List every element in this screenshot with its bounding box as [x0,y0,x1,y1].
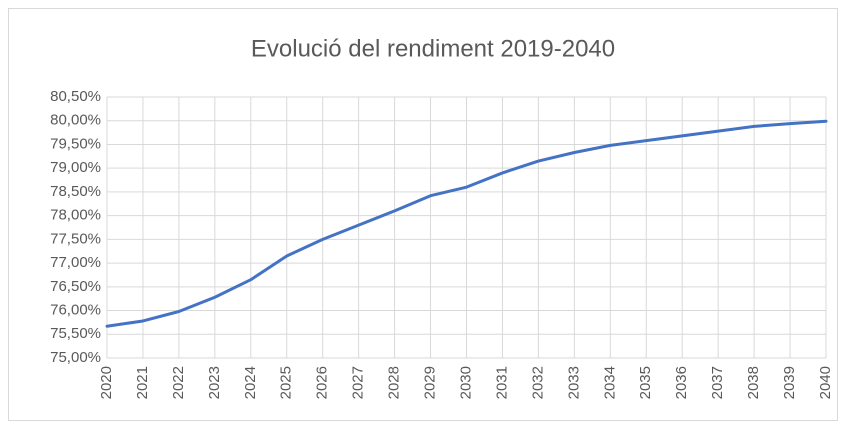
x-tick-label: 2036 [673,366,690,399]
chart-border [8,8,838,421]
y-tick-label: 78,00% [50,207,101,224]
chart-title: Evolució del rendiment 2019-2040 [251,35,615,62]
x-tick-label: 2022 [170,366,187,399]
y-tick-label: 79,50% [50,135,101,152]
x-tick-label: 2024 [242,366,259,399]
x-tick-label: 2025 [278,366,295,399]
x-tick-label: 2032 [529,366,546,399]
y-tick-label: 77,50% [50,230,101,247]
x-tick-label: 2034 [601,366,618,399]
x-tick-label: 2040 [817,366,834,399]
line-series [105,119,828,328]
x-tick-label: 2028 [386,366,403,399]
x-tick-label: 2039 [781,366,798,399]
y-tick-label: 80,50% [50,88,101,105]
y-tick-label: 76,50% [50,278,101,295]
x-tick-label: 2027 [350,366,367,399]
y-tick-label: 76,00% [50,302,101,319]
y-tick-label: 75,50% [50,325,101,342]
y-tick-label: 80,00% [50,112,101,129]
x-tick-label: 2026 [314,366,331,399]
x-tick-label: 2037 [709,366,726,399]
y-tick-label: 79,00% [50,159,101,176]
x-tick-label: 2020 [98,366,115,399]
x-tick-label: 2023 [206,366,223,399]
x-tick-label: 2029 [422,366,439,399]
y-tick-label: 75,00% [50,349,101,366]
x-tick-label: 2030 [457,366,474,399]
y-tick-label: 78,50% [50,183,101,200]
x-tick-label: 2021 [134,366,151,399]
y-tick-label: 77,00% [50,254,101,271]
x-tick-label: 2031 [493,366,510,399]
x-tick-label: 2033 [565,366,582,399]
x-tick-label: 2038 [745,366,762,399]
x-tick-label: 2035 [637,366,654,399]
